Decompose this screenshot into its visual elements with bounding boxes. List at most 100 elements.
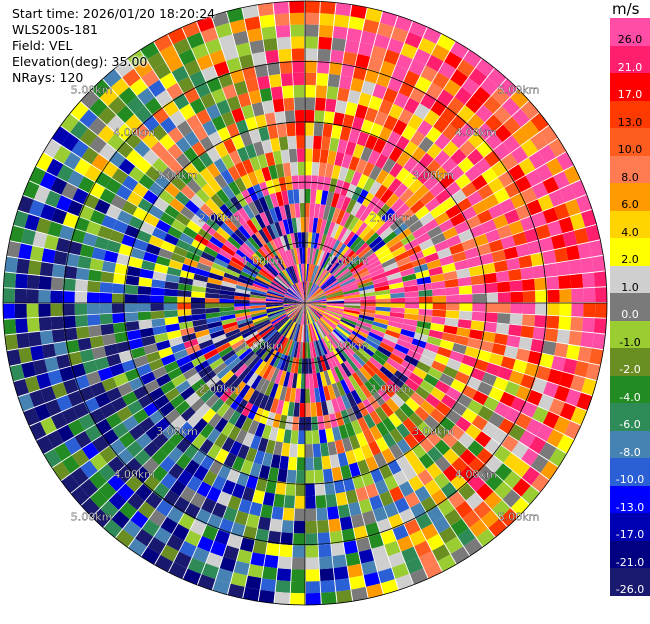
velocity-gate (221, 244, 236, 257)
velocity-gate (218, 346, 234, 358)
velocity-gate (506, 335, 521, 348)
velocity-gate (471, 284, 486, 294)
velocity-gate (325, 163, 334, 178)
velocity-gate (305, 72, 317, 86)
velocity-gate (152, 482, 170, 500)
velocity-gate (139, 417, 155, 433)
velocity-gate (196, 481, 212, 498)
velocity-gate (554, 247, 569, 263)
velocity-gate (476, 528, 496, 547)
velocity-gate (342, 313, 359, 320)
velocity-gate (59, 225, 75, 241)
ring-label: 3.00km (156, 425, 198, 438)
colorbar-segment (610, 348, 650, 377)
velocity-gate (534, 315, 548, 328)
velocity-gate (287, 401, 295, 417)
velocity-gate (150, 287, 165, 296)
velocity-gate (435, 401, 451, 417)
velocity-gate (327, 384, 336, 400)
velocity-gate (461, 408, 478, 424)
velocity-gate (376, 421, 390, 437)
colorbar-segment (610, 458, 650, 487)
velocity-gate (255, 477, 268, 492)
velocity-gate (305, 430, 313, 445)
velocity-gate (391, 348, 407, 360)
velocity-gate (305, 303, 310, 325)
velocity-gate (402, 279, 418, 287)
velocity-gate (265, 49, 279, 64)
velocity-gate (264, 381, 275, 397)
velocity-gate (305, 286, 321, 303)
velocity-gate (396, 256, 412, 267)
velocity-gate (166, 266, 182, 277)
velocity-gate (167, 127, 184, 144)
velocity-gate (344, 340, 358, 353)
velocity-gate (89, 135, 107, 154)
velocity-gate (203, 348, 219, 360)
velocity-gate (15, 318, 28, 334)
velocity-gate (113, 273, 127, 285)
velocity-gate (414, 103, 430, 120)
velocity-gate (267, 61, 281, 76)
velocity-gate (274, 276, 289, 290)
velocity-gate (558, 372, 574, 389)
velocity-gate (441, 332, 457, 343)
velocity-gate (326, 303, 345, 305)
velocity-gate (535, 303, 548, 315)
velocity-gate (488, 239, 504, 253)
velocity-gate (313, 267, 323, 284)
velocity-gate (309, 341, 314, 359)
velocity-gate (264, 554, 279, 569)
velocity-gate (272, 150, 283, 165)
velocity-gate (396, 54, 413, 70)
velocity-gate (390, 307, 405, 314)
velocity-gate (559, 289, 572, 303)
velocity-gate (264, 112, 277, 127)
velocity-gate (389, 312, 405, 319)
velocity-gate (169, 110, 186, 127)
velocity-gate (352, 474, 365, 490)
velocity-gate (527, 350, 543, 365)
velocity-gate (121, 359, 137, 373)
velocity-gate (293, 84, 305, 98)
velocity-gate (221, 111, 236, 127)
velocity-gate (322, 314, 338, 326)
velocity-gate (51, 264, 66, 278)
velocity-gate (116, 465, 134, 484)
velocity-gate (318, 162, 327, 177)
velocity-gate (568, 330, 582, 346)
velocity-gate (137, 311, 152, 321)
velocity-gate (386, 130, 401, 147)
velocity-gate (264, 396, 275, 412)
velocity-gate (530, 454, 549, 473)
velocity-gate (191, 313, 207, 321)
velocity-gate (294, 264, 301, 282)
velocity-gate (252, 253, 266, 266)
velocity-gate (316, 507, 328, 521)
velocity-gate (216, 491, 232, 507)
velocity-gate (286, 356, 294, 373)
velocity-gate (457, 319, 472, 329)
velocity-gate (329, 137, 340, 152)
velocity-gate (151, 279, 166, 289)
velocity-gate (388, 178, 402, 193)
velocity-gate (293, 520, 305, 534)
velocity-gate (407, 114, 424, 131)
velocity-gate (343, 213, 355, 229)
velocity-gate (343, 294, 361, 299)
velocity-gate (79, 128, 98, 147)
velocity-gate (265, 303, 284, 306)
velocity-gate (121, 200, 138, 216)
velocity-gate (219, 294, 235, 300)
velocity-gate (266, 349, 278, 365)
velocity-gate (108, 492, 127, 510)
velocity-gate (287, 249, 295, 266)
velocity-gate (283, 299, 305, 303)
velocity-gate (493, 376, 509, 392)
velocity-gate (213, 338, 229, 349)
velocity-gate (369, 122, 383, 138)
velocity-gate (323, 283, 340, 293)
velocity-gate (296, 148, 305, 162)
velocity-gate (315, 401, 323, 417)
velocity-gate (488, 353, 504, 366)
